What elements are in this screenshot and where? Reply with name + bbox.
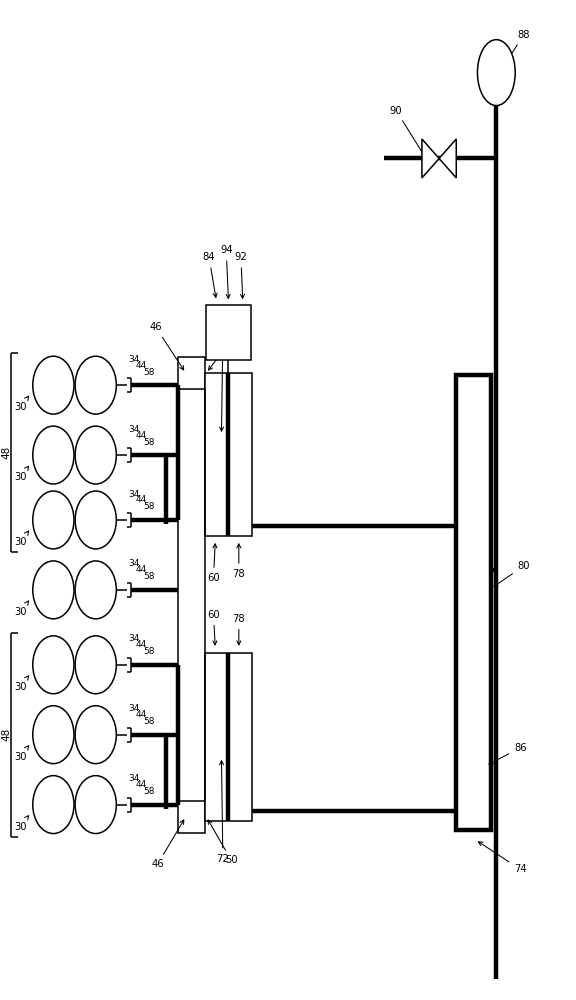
Text: P|: P| [490, 66, 502, 79]
Ellipse shape [75, 356, 116, 414]
Text: 72: 72 [217, 330, 229, 431]
Text: 84: 84 [203, 252, 217, 297]
Polygon shape [439, 139, 456, 178]
Bar [205, 373, 252, 536]
Text: 30: 30 [14, 746, 29, 762]
Text: 86: 86 [489, 743, 526, 764]
Bar [205, 653, 252, 821]
Text: 34: 34 [128, 490, 139, 499]
Text: 30: 30 [14, 396, 29, 412]
Text: 50: 50 [209, 330, 241, 370]
Text: 44: 44 [136, 780, 147, 789]
Text: 74: 74 [479, 842, 526, 874]
Text: 90: 90 [390, 106, 430, 165]
Circle shape [478, 40, 515, 106]
Polygon shape [422, 139, 439, 178]
Text: 46: 46 [151, 820, 184, 869]
Text: 30: 30 [14, 466, 29, 482]
Text: 58: 58 [144, 438, 156, 447]
Text: 44: 44 [136, 361, 147, 370]
Text: 78: 78 [233, 614, 245, 645]
Text: 60: 60 [207, 610, 220, 645]
Text: 30: 30 [14, 531, 29, 547]
Text: 44: 44 [136, 431, 147, 440]
Text: 44: 44 [136, 565, 147, 574]
Text: 58: 58 [144, 572, 156, 581]
Text: 30: 30 [14, 676, 29, 692]
Text: 80: 80 [494, 561, 530, 586]
Ellipse shape [75, 561, 116, 619]
Ellipse shape [75, 706, 116, 764]
Text: 44: 44 [136, 640, 147, 649]
Bar [456, 375, 491, 830]
Ellipse shape [33, 356, 74, 414]
Ellipse shape [33, 706, 74, 764]
Text: 72: 72 [217, 761, 229, 864]
Text: 92: 92 [234, 252, 247, 298]
Ellipse shape [75, 426, 116, 484]
Text: 58: 58 [144, 502, 156, 511]
Text: 30: 30 [14, 816, 29, 832]
Text: 48: 48 [2, 728, 12, 741]
Bar [206, 305, 251, 360]
Text: 34: 34 [128, 425, 139, 434]
Bar [177, 357, 205, 389]
Text: 30: 30 [14, 601, 29, 617]
Text: 44: 44 [136, 710, 147, 719]
Ellipse shape [33, 561, 74, 619]
Text: 34: 34 [128, 634, 139, 643]
Text: 46: 46 [150, 322, 184, 370]
Ellipse shape [33, 776, 74, 834]
Bar [177, 801, 205, 833]
Text: 94: 94 [220, 245, 233, 298]
Text: 34: 34 [128, 704, 139, 713]
Text: 44: 44 [136, 495, 147, 504]
Ellipse shape [75, 491, 116, 549]
Text: 34: 34 [128, 559, 139, 568]
Text: 58: 58 [144, 368, 156, 377]
Ellipse shape [33, 636, 74, 694]
Ellipse shape [33, 426, 74, 484]
Text: 58: 58 [144, 717, 156, 726]
Text: 34: 34 [128, 774, 139, 783]
Ellipse shape [75, 636, 116, 694]
Text: 50: 50 [208, 820, 238, 865]
Text: 58: 58 [144, 647, 156, 656]
Text: 60: 60 [207, 544, 220, 583]
Text: 34: 34 [128, 355, 139, 364]
Ellipse shape [33, 491, 74, 549]
Ellipse shape [75, 776, 116, 834]
Text: 88: 88 [504, 30, 530, 65]
Text: 48: 48 [2, 446, 12, 459]
Text: 58: 58 [144, 787, 156, 796]
Text: 78: 78 [233, 544, 245, 579]
